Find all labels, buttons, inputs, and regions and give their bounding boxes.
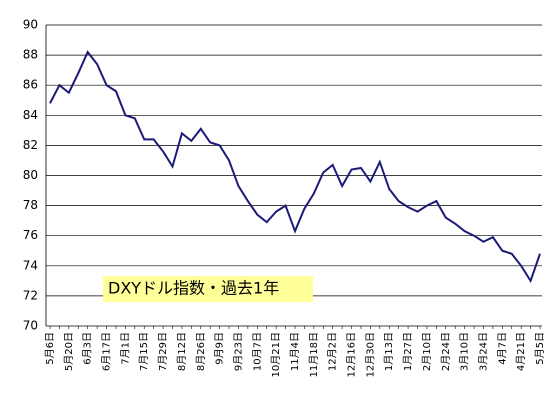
y-tick-label: 72 bbox=[23, 288, 38, 302]
x-tick-label: 9月23日 bbox=[232, 332, 244, 371]
x-tick-label: 4月7日 bbox=[496, 332, 508, 365]
x-tick-label: 3月24日 bbox=[477, 332, 489, 371]
x-tick-label: 6月3日 bbox=[82, 332, 94, 365]
x-tick-label: 7月1日 bbox=[119, 332, 131, 365]
x-tick-label: 6月17日 bbox=[101, 332, 113, 371]
y-tick-label: 80 bbox=[23, 168, 38, 182]
y-tick-label: 86 bbox=[23, 78, 38, 92]
x-tick-label: 2月10日 bbox=[421, 332, 433, 371]
x-tick-label: 5月20日 bbox=[63, 332, 75, 371]
x-tick-label: 9月9日 bbox=[214, 332, 226, 365]
y-tick-label: 82 bbox=[23, 138, 38, 152]
x-tick-label: 1月13日 bbox=[383, 332, 395, 371]
x-tick-label: 2月24日 bbox=[440, 332, 452, 371]
x-tick-label: 7月15日 bbox=[138, 332, 150, 371]
y-tick-label: 88 bbox=[23, 48, 38, 62]
x-tick-label: 12月2日 bbox=[327, 332, 339, 371]
x-tick-label: 4月21日 bbox=[515, 332, 527, 371]
x-tick-label: 11月4日 bbox=[289, 332, 301, 371]
x-tick-label: 8月12日 bbox=[176, 332, 188, 371]
x-tick-label: 5月6日 bbox=[44, 332, 56, 365]
x-tick-label: 10月7日 bbox=[251, 332, 263, 371]
y-tick-label: 78 bbox=[23, 198, 38, 212]
annotation-box bbox=[103, 276, 313, 302]
x-tick-label: 12月16日 bbox=[346, 332, 358, 377]
x-tick-label: 10月21日 bbox=[270, 332, 282, 377]
x-tick-label: 5月5日 bbox=[534, 332, 546, 365]
y-tick-label: 84 bbox=[23, 108, 38, 122]
y-tick-label: 76 bbox=[23, 228, 38, 242]
x-tick-label: 8月26日 bbox=[195, 332, 207, 371]
y-tick-label: 70 bbox=[23, 319, 38, 333]
x-tick-label: 12月30日 bbox=[364, 332, 376, 377]
plot: 70 72 74 76 78 80 82 84 86 88 90 5月6日 5月20日 6月3日 6月17日… bbox=[23, 18, 546, 378]
x-tick-label: 1月27日 bbox=[402, 332, 414, 371]
y-tick-label: 74 bbox=[23, 258, 38, 272]
x-tick-label: 7月29日 bbox=[157, 332, 169, 371]
x-tick-label: 3月10日 bbox=[459, 332, 471, 371]
data-line bbox=[49, 50, 541, 284]
x-tick-label: 11月18日 bbox=[308, 332, 320, 377]
annotation: DXYドル指数・過去1年 bbox=[108, 279, 279, 298]
y-tick-label: 90 bbox=[23, 18, 38, 32]
